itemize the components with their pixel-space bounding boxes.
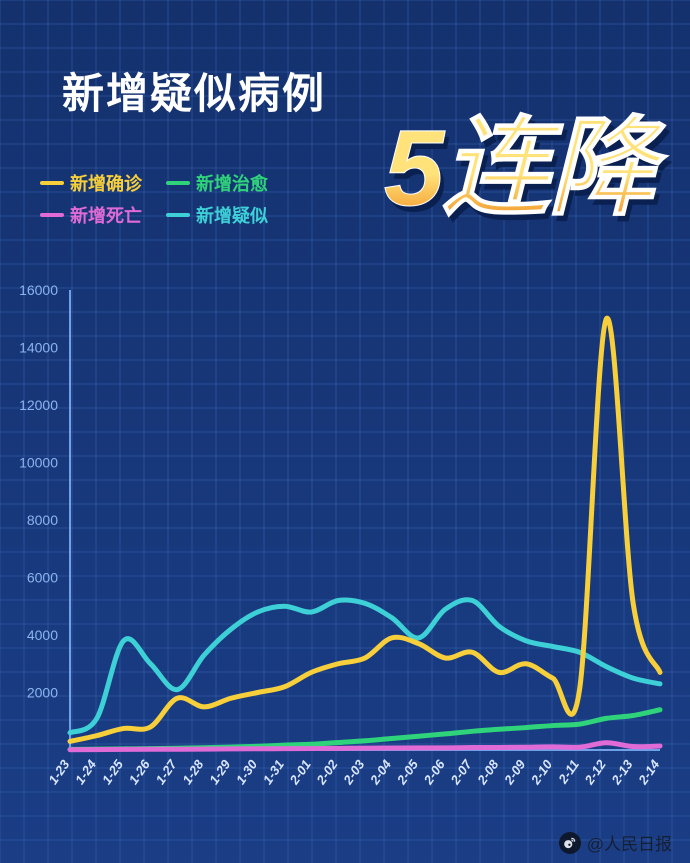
watermark-text: @人民日报 xyxy=(587,830,672,855)
legend-item: 新增确诊 xyxy=(40,170,142,196)
x-tick-label: 2-08 xyxy=(474,756,502,787)
legend: 新增确诊 新增治愈 新增死亡 新增疑似 xyxy=(40,170,320,234)
y-tick-label: 12000 xyxy=(19,397,58,413)
weibo-icon xyxy=(559,832,581,854)
y-tick-label: 8000 xyxy=(27,512,58,528)
legend-swatch xyxy=(40,213,64,217)
x-tick-label: 1-31 xyxy=(260,757,287,787)
y-tick-label: 4000 xyxy=(27,627,58,643)
x-tick-label: 2-13 xyxy=(608,756,636,787)
legend-label: 新增疑似 xyxy=(196,202,268,228)
y-tick-label: 2000 xyxy=(27,685,58,701)
y-tick-label: 6000 xyxy=(27,570,58,586)
legend-item: 新增治愈 xyxy=(166,170,268,196)
x-tick-label: 2-05 xyxy=(393,756,421,787)
x-tick-label: 2-09 xyxy=(501,756,529,787)
series-line xyxy=(70,318,660,741)
x-tick-label: 2-03 xyxy=(340,756,368,787)
x-tick-label: 1-24 xyxy=(72,756,100,787)
legend-label: 新增治愈 xyxy=(196,170,268,196)
x-tick-label: 1-23 xyxy=(45,756,73,787)
axes xyxy=(70,290,660,750)
line-chart: 2000 4000 6000 8000 10000 12000 14000 16000 1-23… xyxy=(0,280,690,820)
y-tick-label: 16000 xyxy=(19,282,58,298)
x-tick-label: 1-29 xyxy=(206,756,234,787)
x-tick-label: 2-12 xyxy=(581,756,609,787)
x-tick-label: 1-27 xyxy=(153,756,181,787)
legend-item: 新增死亡 xyxy=(40,202,142,228)
x-tick-label: 2-06 xyxy=(420,756,448,787)
x-tick-label: 2-11 xyxy=(555,757,582,787)
x-tick-label: 2-10 xyxy=(527,756,555,787)
x-tick-label: 2-04 xyxy=(366,756,394,787)
x-tick-label: 2-01 xyxy=(286,757,314,788)
legend-label: 新增死亡 xyxy=(70,202,142,228)
y-tick-label: 14000 xyxy=(19,340,58,356)
x-tick-label: 1-26 xyxy=(126,756,154,787)
legend-swatch xyxy=(40,181,64,185)
x-tick-label: 2-14 xyxy=(635,756,663,787)
x-tick-label: 2-07 xyxy=(447,756,475,787)
watermark: @人民日报 xyxy=(559,830,672,855)
legend-swatch xyxy=(166,213,190,217)
legend-label: 新增确诊 xyxy=(70,170,142,196)
legend-item: 新增疑似 xyxy=(166,202,268,228)
y-tick-label: 10000 xyxy=(19,455,58,471)
x-tick-label: 1-28 xyxy=(179,756,207,787)
x-tick-label: 1-30 xyxy=(233,756,261,787)
x-tick-label: 1-25 xyxy=(99,756,127,787)
x-tick-label: 2-02 xyxy=(313,756,341,787)
legend-swatch xyxy=(166,181,190,185)
svg-text:5连降: 5连降 xyxy=(384,107,669,228)
